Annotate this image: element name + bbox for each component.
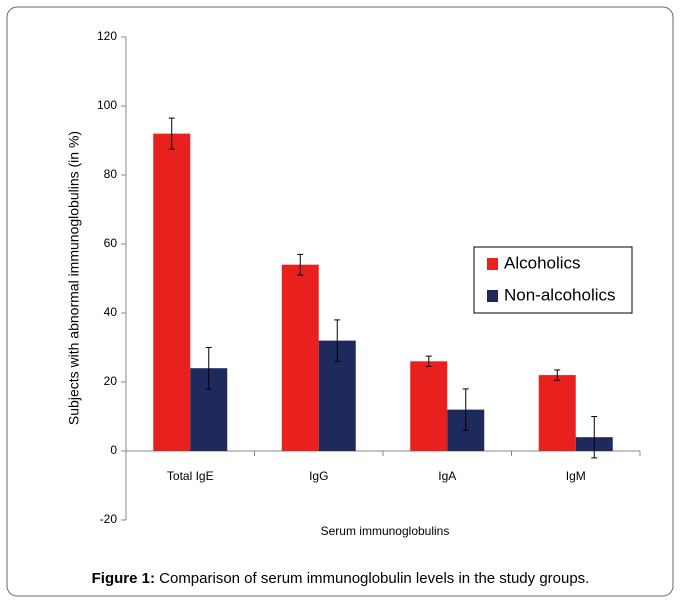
frame <box>6 6 674 597</box>
error-bar <box>205 347 212 390</box>
legend-label: Alcoholics <box>504 253 581 272</box>
error-bar <box>462 388 469 431</box>
x-axis-title: Serum immunoglobulins <box>321 524 450 538</box>
error-bar <box>168 117 175 150</box>
y-tick-label: 20 <box>104 374 118 388</box>
caption: Figure 1: Comparison of serum immunoglob… <box>0 570 681 587</box>
bar <box>410 361 448 451</box>
caption-text: Comparison of serum immunoglobulin level… <box>159 570 590 587</box>
x-tick-label: Total IgE <box>167 469 214 483</box>
bar <box>281 264 319 451</box>
legend-swatch <box>487 290 498 302</box>
error-bar <box>425 355 432 367</box>
y-tick-label: 0 <box>110 443 117 457</box>
caption-label: Figure 1: <box>91 570 155 587</box>
error-bar <box>591 416 598 459</box>
y-axis-title: Subjects with abnormal immunoglobulins (… <box>66 131 82 425</box>
bar <box>153 133 191 451</box>
y-tick-label: 40 <box>104 305 118 319</box>
x-tick-label: IgA <box>438 469 456 483</box>
x-tick-label: IgM <box>566 469 586 483</box>
legend-swatch <box>487 258 498 270</box>
legend-box <box>473 246 633 314</box>
error-bar <box>297 253 304 276</box>
error-bar <box>334 319 341 362</box>
x-tick-label: IgG <box>309 469 328 483</box>
bar <box>538 375 576 451</box>
y-tick-label: 100 <box>97 98 117 112</box>
y-tick-label: 60 <box>104 236 118 250</box>
y-tick-label: 120 <box>97 29 117 43</box>
error-bar <box>554 369 561 381</box>
y-tick-label: 80 <box>104 167 118 181</box>
y-tick-label: -20 <box>100 512 118 526</box>
legend-label: Non-alcoholics <box>504 285 616 304</box>
